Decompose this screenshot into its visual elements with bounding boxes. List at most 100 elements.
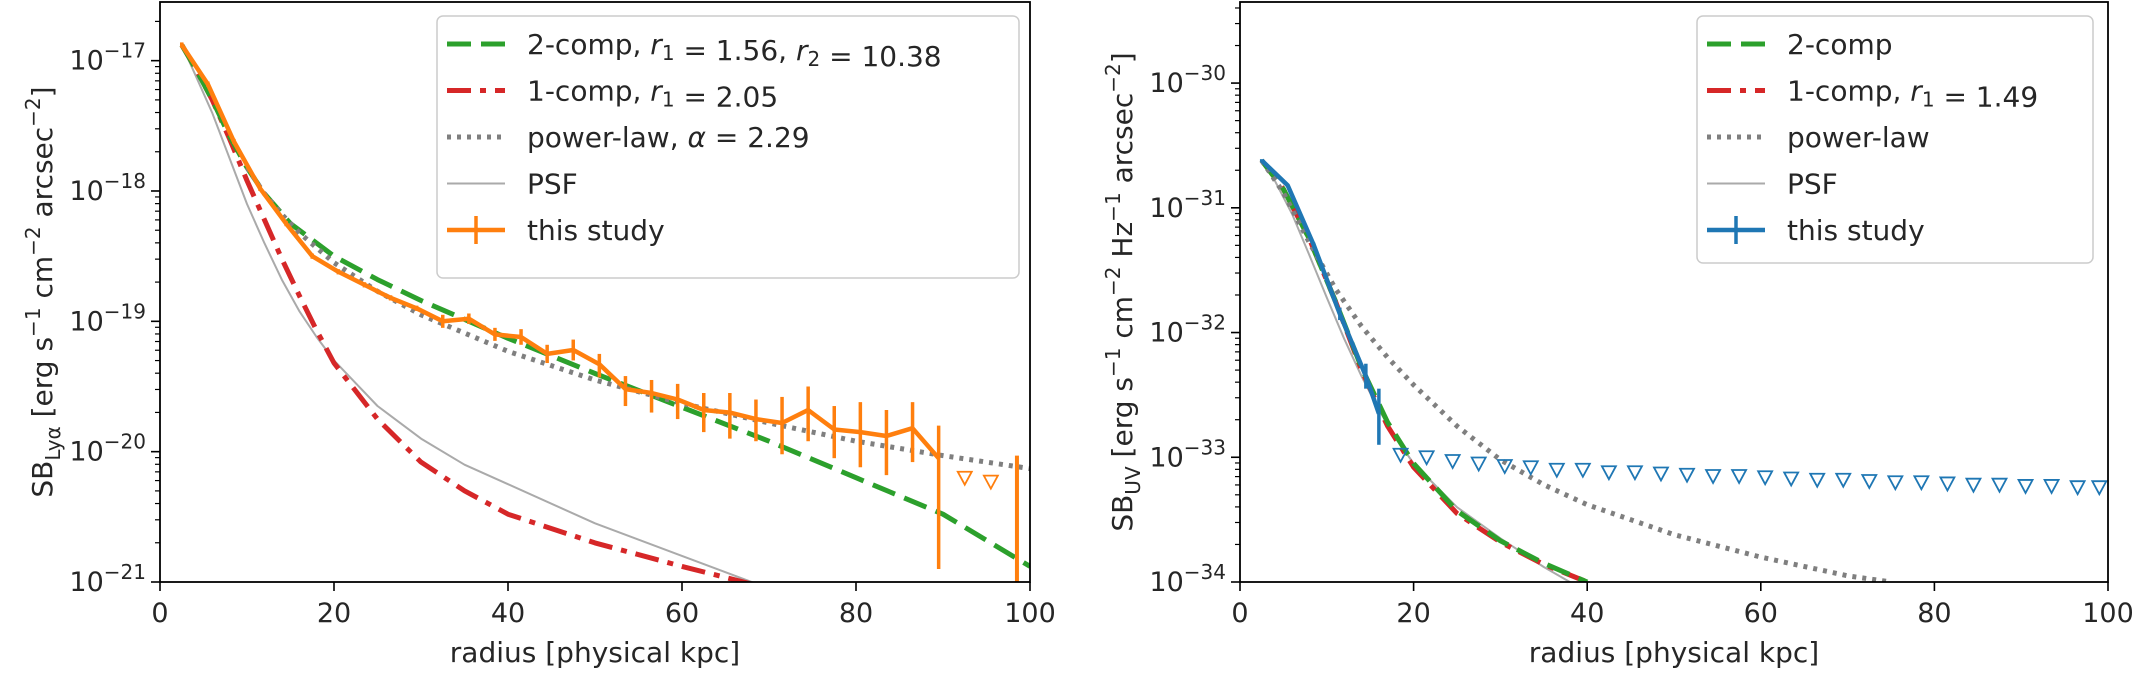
legend-text-part: 1-comp, (527, 75, 650, 108)
upper-limit-marker (1392, 447, 1410, 464)
y-tick-label: 10−17 (69, 39, 146, 77)
x-tick-label: 80 (1917, 598, 1951, 629)
legend-text-part: PSF (527, 168, 578, 201)
legend-italic: r (1910, 75, 1923, 108)
legend-text-part: 2-comp (1787, 28, 1893, 61)
legend-text-part: PSF (1787, 168, 1838, 201)
y-tick-exponent: −31 (1184, 186, 1226, 210)
upper-limit-marker (2069, 480, 2087, 497)
upper-limit-marker (1444, 454, 1462, 470)
legend-text-part: 1-comp, (1787, 75, 1910, 108)
upper-limit-marker (1912, 475, 1930, 492)
y-label-exponent: −2 (21, 97, 45, 126)
y-tick-exponent: −19 (104, 299, 146, 323)
upper-limit-marker (1990, 477, 2009, 494)
y-tick-exponent: −20 (104, 430, 146, 454)
y-tick-base: 10 (69, 437, 103, 468)
y-tick-base: 10 (1149, 442, 1183, 473)
y-tick-label: 10−31 (1149, 186, 1226, 224)
series-line-one_comp (1259, 158, 1589, 582)
y-tick-label: 10−30 (1149, 61, 1226, 99)
legend-text-part: this study (1787, 214, 1925, 247)
y-label-units: [erg s (1106, 377, 1139, 457)
y-tick-label: 10−21 (69, 560, 146, 598)
legend-subscript: 1 (662, 88, 675, 112)
y-label-units: cm (1106, 296, 1139, 348)
y-tick-base: 10 (69, 306, 103, 337)
y-label-subscript: Lyα (41, 426, 65, 460)
legend-text-part: power-law (1787, 121, 1930, 154)
y-axis-label: SBLyα [erg s−1 cm−2 arcsec−2] (21, 86, 65, 497)
legend-label-one_comp: 1-comp, r1 = 1.49 (1787, 75, 2038, 114)
y-tick-base: 10 (1149, 68, 1183, 99)
legend-text-part: this study (527, 214, 665, 247)
upper-limit-marker (1730, 469, 1748, 485)
legend-label-one_comp: 1-comp, r1 = 2.05 (527, 75, 778, 114)
x-tick-label: 40 (1570, 598, 1604, 629)
legend-label-data: this study (527, 214, 665, 247)
y-label-subscript: UV (1121, 466, 1145, 495)
x-tick-label: 80 (839, 598, 873, 629)
legend-italic: r (650, 28, 663, 61)
y-tick-exponent: −32 (1184, 311, 1226, 335)
y-tick-base: 10 (69, 176, 103, 207)
legend: 2-comp 1-comp, r1 = 1.49 power-law PSF this … (1696, 15, 2094, 264)
x-tick-label: 100 (1004, 598, 1056, 629)
upper-limit-marker (1938, 476, 1956, 493)
y-label-exponent: −1 (1101, 192, 1125, 221)
legend-label-power_law: power-law, α = 2.29 (527, 121, 810, 154)
legend-text-part: power-law, (527, 121, 688, 154)
y-tick-label: 10−34 (1149, 560, 1226, 598)
legend-italic: α (688, 121, 707, 154)
upper-limit-marker (1860, 474, 1878, 490)
legend-text-part: = 1.56, (675, 34, 796, 67)
upper-limit-marker (2017, 479, 2035, 495)
upper-limit-marker (1652, 466, 1670, 483)
axes-frame (159, 1, 1031, 583)
legend-box (436, 15, 1020, 279)
upper-limit-marker (1470, 456, 1488, 473)
plot-area (1259, 158, 2108, 582)
panel-left: 0 20 40 60 80 10010−2110−2010−1910−1810−17rad… (21, 1, 1056, 669)
series-line-psf (180, 44, 755, 582)
y-tick-base: 10 (69, 46, 103, 77)
y-tick-base: 10 (1149, 318, 1183, 349)
legend-label-psf: PSF (527, 168, 578, 201)
legend-text-part: 2-comp, (527, 28, 650, 61)
y-label-exponent: −2 (1101, 266, 1125, 295)
legend-italic: r (796, 34, 809, 67)
upper-limit-marker (1496, 459, 1514, 475)
y-tick-label: 10−18 (69, 169, 146, 207)
y-tick-label: 10−32 (1149, 311, 1226, 349)
y-label-exponent: −2 (21, 226, 45, 255)
x-tick-label: 60 (1744, 598, 1778, 629)
plot-area (179, 42, 1030, 582)
y-tick-label: 10−20 (69, 430, 146, 468)
upper-limit-marker (1704, 469, 1722, 485)
upper-limit-marker (1782, 471, 1800, 488)
x-tick-label: 20 (1396, 598, 1430, 629)
y-tick-exponent: −17 (104, 39, 146, 63)
series-line-psf (1260, 159, 1572, 582)
upper-limit-marker (1574, 462, 1592, 479)
upper-limit-marker (1886, 475, 1904, 492)
y-label-space (1106, 457, 1139, 466)
series-line-one_comp (179, 43, 754, 582)
upper-limit-marker (956, 470, 974, 487)
y-tick-label: 10−19 (69, 299, 146, 337)
legend-text-part: = 1.49 (1935, 81, 2039, 114)
x-axis-label: radius [physical kpc] (450, 636, 740, 669)
y-tick-label: 10−33 (1149, 435, 1226, 473)
y-label-units: [erg s (26, 337, 59, 417)
upper-limit-marker (1418, 450, 1436, 467)
upper-limit-marker (1522, 460, 1540, 477)
y-label-exponent: −1 (21, 307, 45, 336)
y-tick-exponent: −30 (1184, 61, 1226, 85)
legend-label-psf: PSF (1787, 168, 1838, 201)
x-tick-label: 0 (151, 598, 168, 629)
y-label-main: SB (1106, 495, 1139, 532)
x-axis-label: radius [physical kpc] (1529, 636, 1819, 669)
upper-limit-marker (1808, 472, 1826, 489)
x-tick-label: 40 (491, 598, 525, 629)
x-tick-label: 60 (665, 598, 699, 629)
